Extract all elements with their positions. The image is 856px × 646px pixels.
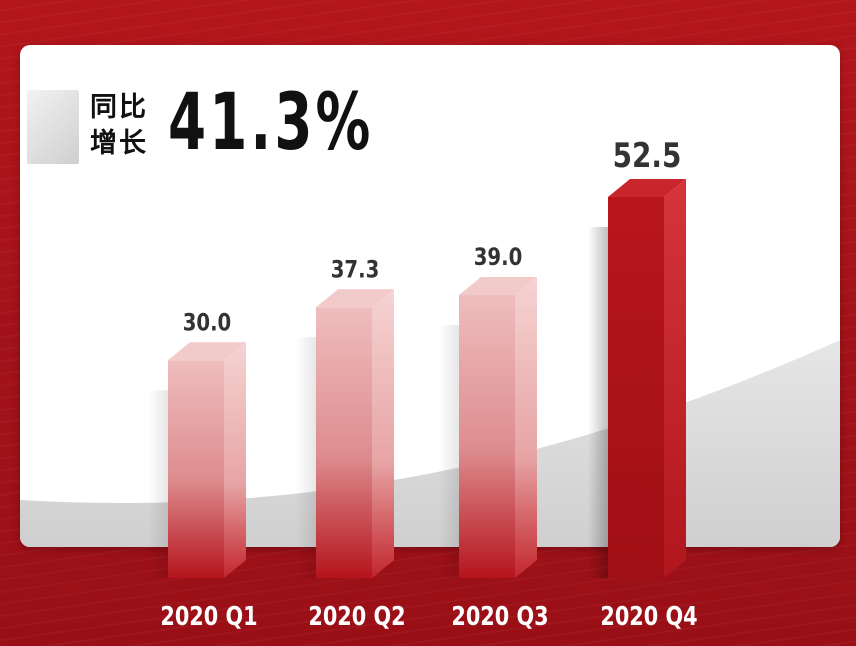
bar-shadow bbox=[439, 324, 459, 578]
bar-value-label: 52.5 bbox=[613, 136, 682, 175]
x-tick-label: 2020 Q1 bbox=[160, 601, 257, 632]
bar-top bbox=[168, 342, 246, 361]
bar-shadow bbox=[296, 337, 316, 578]
bar-value-label: 39.0 bbox=[474, 244, 523, 271]
bar-top bbox=[608, 179, 686, 197]
bar-front bbox=[316, 307, 372, 578]
bar-side bbox=[515, 276, 537, 578]
x-tick-label: 2020 Q4 bbox=[600, 601, 697, 632]
headline-label-line2: 增长 bbox=[90, 128, 148, 159]
bar-1 bbox=[148, 342, 246, 578]
bar-4 bbox=[588, 179, 686, 578]
headline-label-line1: 同比 bbox=[90, 92, 148, 123]
x-tick-label: 2020 Q2 bbox=[308, 601, 405, 632]
bar-front bbox=[168, 360, 224, 578]
headline-value: 41.3% bbox=[168, 78, 374, 168]
bar-side bbox=[372, 289, 394, 578]
bar-3 bbox=[439, 276, 537, 578]
bar-value-label: 30.0 bbox=[183, 310, 232, 337]
x-tick-label: 2020 Q3 bbox=[451, 601, 548, 632]
bar-side bbox=[224, 342, 246, 578]
bar-front bbox=[608, 197, 664, 578]
bar-shadow bbox=[148, 390, 168, 578]
bar-2 bbox=[296, 289, 394, 578]
bar-top bbox=[459, 276, 537, 295]
bar-value-label: 37.3 bbox=[331, 257, 380, 284]
headline-label: 同比 增长 bbox=[90, 90, 162, 162]
bar-front bbox=[459, 294, 515, 578]
bar-top bbox=[316, 289, 394, 308]
bar-shadow bbox=[588, 227, 608, 578]
headline-accent-box bbox=[27, 90, 79, 164]
bar-side bbox=[664, 179, 686, 578]
